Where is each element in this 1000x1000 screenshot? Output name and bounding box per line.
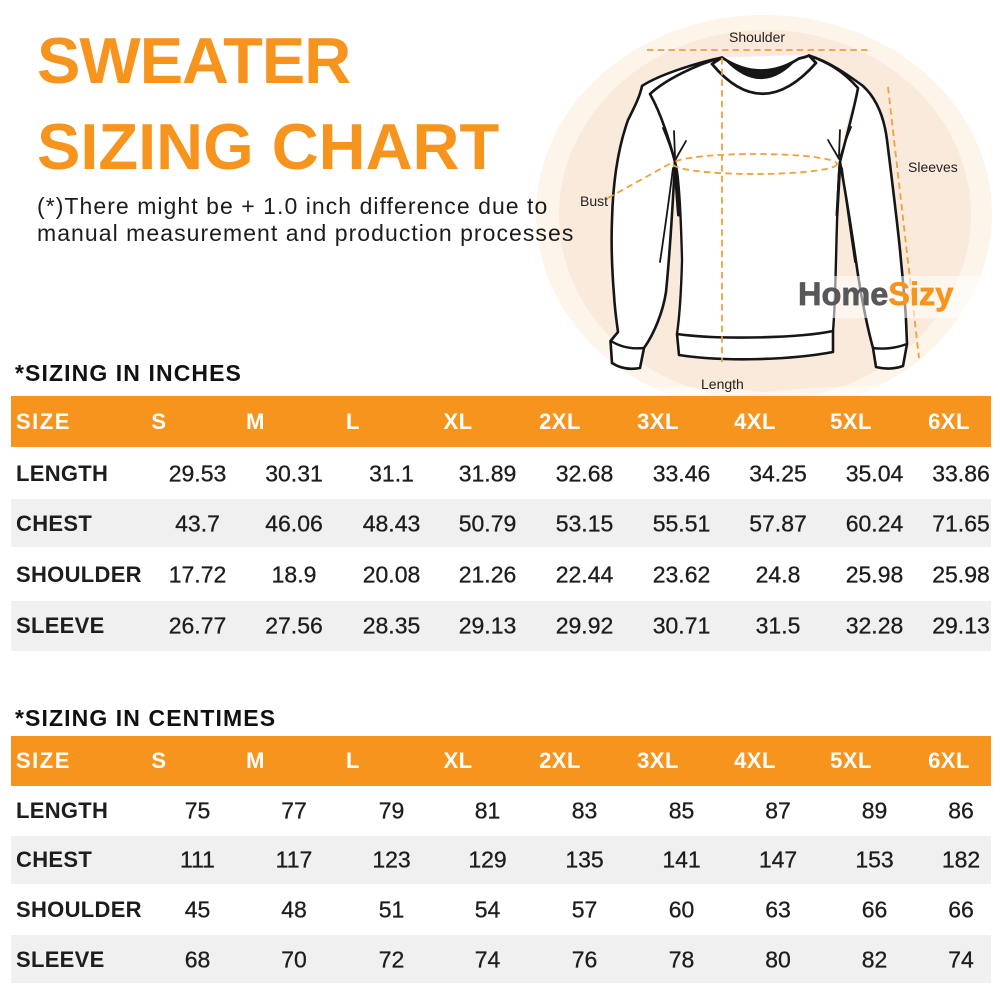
svg-text:Shoulder: Shoulder	[729, 29, 785, 45]
svg-text:HomeSizy: HomeSizy	[798, 276, 953, 312]
svg-text:Bust: Bust	[580, 193, 608, 209]
svg-text:Sleeves: Sleeves	[908, 159, 958, 175]
svg-text:Length: Length	[701, 376, 744, 392]
